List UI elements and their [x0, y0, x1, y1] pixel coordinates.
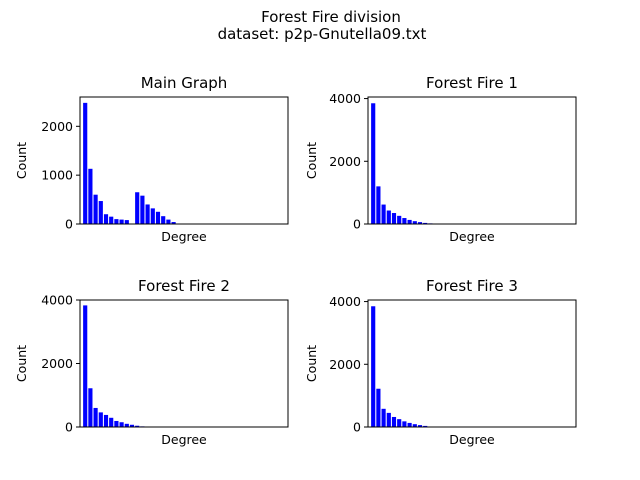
bar [119, 219, 124, 224]
bar [98, 412, 103, 427]
bar [381, 204, 386, 224]
bar [103, 214, 109, 224]
bar [412, 221, 417, 224]
bar [381, 408, 386, 427]
bar [423, 425, 428, 427]
bar [124, 423, 129, 427]
bar [407, 219, 412, 224]
figure-title: Forest Fire division [261, 8, 401, 26]
bar [371, 306, 376, 427]
x-axis-label: Degree [161, 229, 207, 244]
y-axis-label: Count [14, 142, 29, 179]
y-tick-label: 4000 [329, 91, 361, 106]
bar [402, 218, 407, 224]
y-tick-label: 0 [65, 217, 73, 232]
bar [417, 222, 423, 224]
axes-frame [79, 299, 289, 428]
axes-frame [79, 96, 289, 225]
bar [371, 103, 376, 224]
y-tick-label: 0 [353, 420, 361, 435]
y-tick-label: 4000 [329, 294, 361, 309]
y-axis-label: Count [304, 142, 319, 179]
bar [93, 407, 98, 427]
bar [114, 420, 119, 427]
subplot-forest-fire-2: 0 2000 4000 Forest Fire 2 Degree Count [14, 277, 289, 447]
bar [119, 422, 124, 427]
bar [391, 416, 397, 427]
bar [412, 424, 417, 427]
y-tick-label: 2000 [41, 119, 73, 134]
bar [124, 220, 129, 224]
bar [397, 215, 402, 224]
bar [155, 211, 161, 224]
bar [109, 216, 114, 224]
bar [88, 168, 93, 224]
bar [93, 194, 98, 224]
bar [135, 192, 140, 224]
bar [161, 216, 166, 224]
y-tick-label: 0 [65, 420, 73, 435]
bar [83, 305, 88, 427]
bar [376, 186, 381, 224]
y-tick-label: 4000 [41, 293, 73, 308]
bar [88, 388, 93, 427]
bar [391, 213, 397, 224]
bar [402, 421, 407, 427]
subplot-title: Forest Fire 1 [426, 74, 518, 92]
x-axis-label: Degree [449, 229, 495, 244]
bar [98, 201, 103, 224]
y-tick-label: 0 [353, 217, 361, 232]
subplot-title: Main Graph [141, 74, 228, 92]
bar [83, 102, 88, 224]
bar [417, 425, 423, 427]
y-tick-label: 2000 [41, 356, 73, 371]
subplot-grid: 0 1000 2000 Main Graph Degree Count 0 2000 4000 F… [14, 74, 577, 447]
x-axis-label: Degree [449, 432, 495, 447]
axes-frame [367, 299, 577, 428]
bar [109, 417, 114, 427]
y-tick-label: 2000 [329, 154, 361, 169]
subplot-forest-fire-1: 0 2000 4000 Forest Fire 1 Degree Count [304, 74, 577, 244]
bar [135, 425, 140, 427]
bar [376, 388, 381, 427]
subplot-title: Forest Fire 2 [138, 277, 230, 295]
bar [423, 222, 428, 224]
bar [386, 412, 391, 427]
subplot-forest-fire-3: 0 2000 4000 Forest Fire 3 Degree Count [304, 277, 577, 447]
y-tick-label: 1000 [41, 168, 73, 183]
bar [397, 419, 402, 427]
y-axis-label: Count [304, 345, 319, 382]
bar [145, 204, 150, 224]
bar [114, 219, 119, 224]
y-tick-label: 2000 [329, 357, 361, 372]
bar [140, 195, 145, 224]
axes-frame [367, 96, 577, 225]
bar [166, 219, 171, 224]
bar [386, 210, 391, 224]
subplot-title: Forest Fire 3 [426, 277, 518, 295]
figure-subtitle: dataset: p2p-Gnutella09.txt [218, 25, 427, 43]
bar [171, 222, 176, 224]
bar [150, 208, 155, 224]
x-axis-label: Degree [161, 432, 207, 447]
bar [407, 422, 412, 427]
y-axis-label: Count [14, 345, 29, 382]
bar [129, 424, 135, 427]
subplot-main-graph: 0 1000 2000 Main Graph Degree Count [14, 74, 289, 244]
bar [103, 414, 109, 427]
